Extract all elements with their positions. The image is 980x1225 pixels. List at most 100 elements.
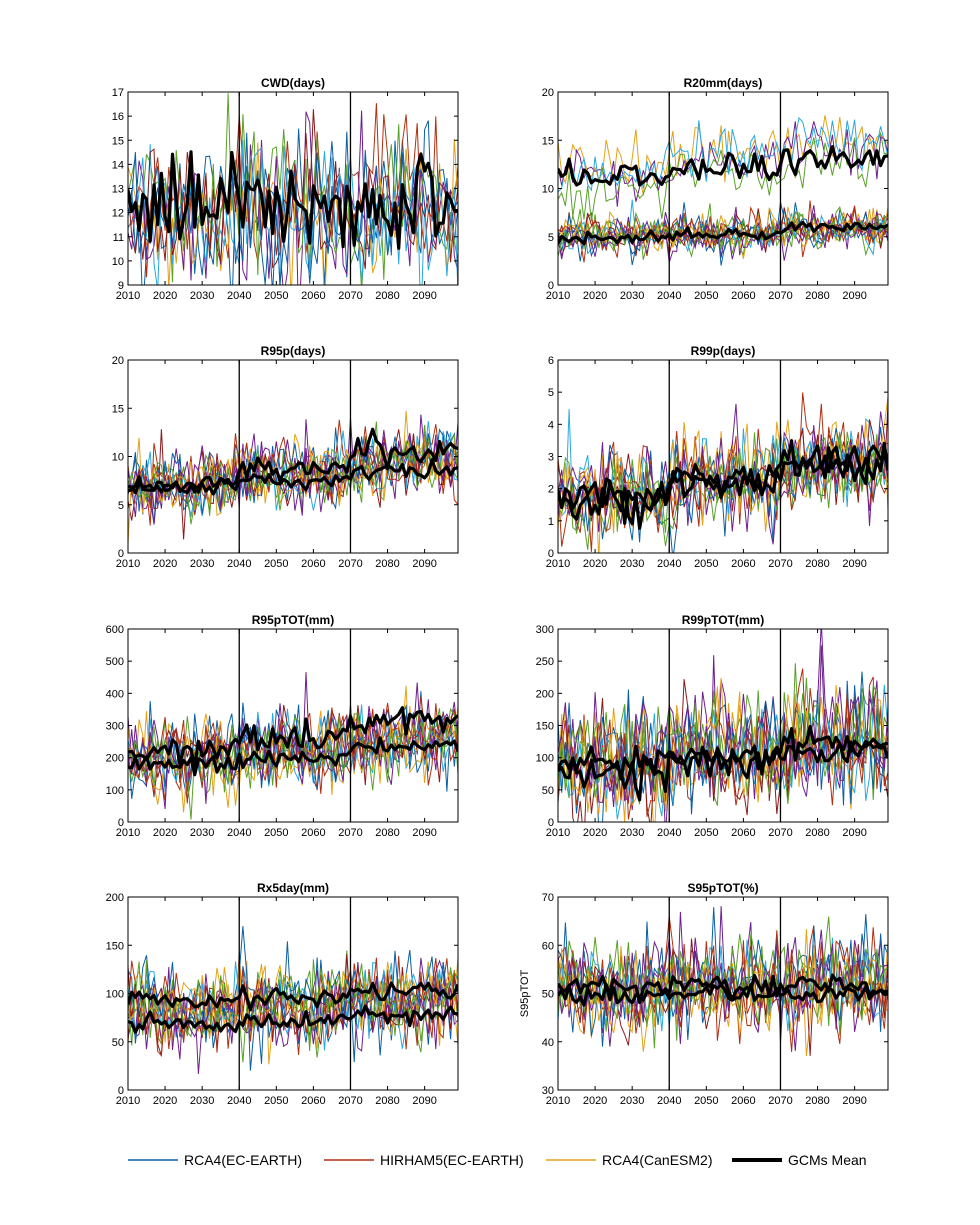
x-tick-label: 2080 bbox=[805, 1095, 829, 1107]
y-tick-label: 30 bbox=[542, 1085, 554, 1097]
y-tick-label: 2 bbox=[548, 484, 554, 496]
y-tick-label: 13 bbox=[112, 184, 124, 196]
x-tick-label: 2070 bbox=[768, 827, 792, 839]
y-tick-label: 15 bbox=[112, 403, 124, 415]
y-tick-label: 6 bbox=[548, 355, 554, 367]
y-tick-label: 20 bbox=[542, 87, 554, 99]
x-tick-label: 2080 bbox=[375, 290, 399, 302]
x-tick-label: 2010 bbox=[116, 558, 140, 570]
legend-label-rca4-canesm2: RCA4(CanESM2) bbox=[602, 1152, 712, 1168]
series-line-gcms-mean-0 bbox=[128, 706, 458, 769]
x-tick-label: 2030 bbox=[620, 1095, 644, 1107]
y-tick-label: 4 bbox=[548, 419, 554, 431]
legend-label-rca4-ec-earth: RCA4(EC-EARTH) bbox=[184, 1152, 302, 1168]
y-tick-label: 11 bbox=[113, 232, 124, 244]
series-line-gcms-mean-1 bbox=[128, 1004, 458, 1034]
x-tick-label: 2030 bbox=[620, 558, 644, 570]
x-tick-label: 2060 bbox=[301, 1095, 325, 1107]
series-line-member-9 bbox=[558, 677, 888, 815]
y-tick-label: 20 bbox=[112, 355, 124, 367]
series-line-gcms-mean-1 bbox=[558, 441, 888, 526]
y-tick-label: 500 bbox=[106, 656, 124, 668]
series-group bbox=[558, 629, 888, 822]
y-tick-label: 10 bbox=[112, 256, 124, 268]
series-group bbox=[558, 906, 888, 1056]
x-tick-label: 2010 bbox=[546, 827, 570, 839]
x-tick-label: 2040 bbox=[657, 290, 681, 302]
series-line-upper-2 bbox=[558, 131, 888, 222]
y-tick-label: 400 bbox=[106, 688, 124, 700]
panel-title: R95p(days) bbox=[261, 344, 326, 358]
panel-0: CWD(days) 9 10 11 12 13 14 15 16 17 2010 2020 2030 20… bbox=[112, 76, 459, 302]
x-tick-label: 2030 bbox=[190, 290, 214, 302]
x-tick-label: 2070 bbox=[338, 558, 362, 570]
x-tick-label: 2080 bbox=[375, 1095, 399, 1107]
y-tick-label: 5 bbox=[118, 500, 124, 512]
y-tick-label: 1 bbox=[548, 516, 554, 528]
y-tick-label: 16 bbox=[112, 111, 124, 123]
x-tick-label: 2060 bbox=[731, 827, 755, 839]
y-tick-label: 0 bbox=[118, 548, 124, 560]
x-tick-label: 2020 bbox=[583, 1095, 607, 1107]
x-tick-label: 2090 bbox=[412, 1095, 436, 1107]
x-tick-label: 2020 bbox=[153, 827, 177, 839]
legend: RCA4(EC-EARTH) HIRHAM5(EC-EARTH) RCA4(Ca… bbox=[128, 1152, 867, 1168]
legend-label-gcms-mean: GCMs Mean bbox=[788, 1152, 867, 1168]
x-tick-label: 2090 bbox=[842, 827, 866, 839]
x-tick-label: 2050 bbox=[264, 290, 288, 302]
panel-title: S95pTOT(%) bbox=[687, 881, 758, 895]
panel-1: R20mm(days) 0 5 10 15 20 2010 2020 2030 2040 2050 2… bbox=[542, 76, 889, 302]
x-tick-label: 2030 bbox=[190, 1095, 214, 1107]
y-tick-label: 70 bbox=[542, 892, 554, 904]
y-tick-label: 200 bbox=[106, 892, 124, 904]
series-line-gcms-mean-0 bbox=[128, 427, 458, 494]
x-tick-label: 2040 bbox=[227, 290, 251, 302]
series-line-gcms-mean-1 bbox=[558, 740, 888, 781]
panel-4: R95pTOT(mm) 0 100 200 300 400 500 600 2010 2020 20… bbox=[106, 613, 459, 839]
panel-5: R99pTOT(mm) 0 50 100 150 200 250 300 2010 2020 203… bbox=[536, 613, 889, 839]
x-tick-label: 2080 bbox=[375, 558, 399, 570]
panel-title: R20mm(days) bbox=[684, 76, 763, 90]
x-tick-label: 2070 bbox=[768, 290, 792, 302]
x-tick-label: 2080 bbox=[805, 290, 829, 302]
x-tick-label: 2090 bbox=[842, 290, 866, 302]
panel-3: R99p(days) 0 1 2 3 4 5 6 2010 2020 2030 2040 2050 206… bbox=[546, 344, 889, 570]
series-group bbox=[128, 672, 458, 820]
y-tick-label: 300 bbox=[536, 624, 554, 636]
y-tick-label: 0 bbox=[548, 280, 554, 292]
y-axis-label: S95pTOT bbox=[519, 969, 531, 1017]
x-tick-label: 2040 bbox=[657, 1095, 681, 1107]
x-tick-label: 2090 bbox=[842, 1095, 866, 1107]
series-line-gcms-mean-1 bbox=[128, 458, 458, 496]
y-tick-label: 15 bbox=[542, 135, 554, 147]
panel-6: Rx5day(mm) 0 50 100 150 200 2010 2020 2030 2040 20… bbox=[106, 881, 459, 1107]
x-tick-label: 2070 bbox=[768, 1095, 792, 1107]
x-tick-label: 2020 bbox=[153, 1095, 177, 1107]
x-tick-label: 2060 bbox=[731, 558, 755, 570]
series-line-gcms-mean-1 bbox=[558, 982, 888, 1007]
y-tick-label: 0 bbox=[118, 817, 124, 829]
x-tick-label: 2060 bbox=[731, 290, 755, 302]
y-tick-label: 150 bbox=[106, 940, 124, 952]
x-tick-label: 2030 bbox=[620, 827, 644, 839]
series-line-gcms-mean-1 bbox=[558, 220, 888, 246]
x-tick-label: 2070 bbox=[338, 290, 362, 302]
x-tick-label: 2060 bbox=[301, 558, 325, 570]
x-tick-label: 2070 bbox=[338, 1095, 362, 1107]
y-tick-label: 0 bbox=[118, 1085, 124, 1097]
y-tick-label: 3 bbox=[548, 452, 554, 464]
x-tick-label: 2060 bbox=[301, 827, 325, 839]
x-tick-label: 2040 bbox=[227, 827, 251, 839]
x-tick-label: 2020 bbox=[153, 558, 177, 570]
panel-title: CWD(days) bbox=[261, 76, 325, 90]
y-tick-label: 100 bbox=[536, 753, 554, 765]
x-tick-label: 2060 bbox=[301, 290, 325, 302]
y-tick-label: 100 bbox=[106, 989, 124, 1001]
x-tick-label: 2050 bbox=[694, 1095, 718, 1107]
panel-title: R99pTOT(mm) bbox=[682, 613, 764, 627]
x-tick-label: 2040 bbox=[657, 827, 681, 839]
series-line-member-6 bbox=[558, 207, 888, 257]
x-tick-label: 2050 bbox=[264, 558, 288, 570]
x-tick-label: 2010 bbox=[546, 290, 570, 302]
